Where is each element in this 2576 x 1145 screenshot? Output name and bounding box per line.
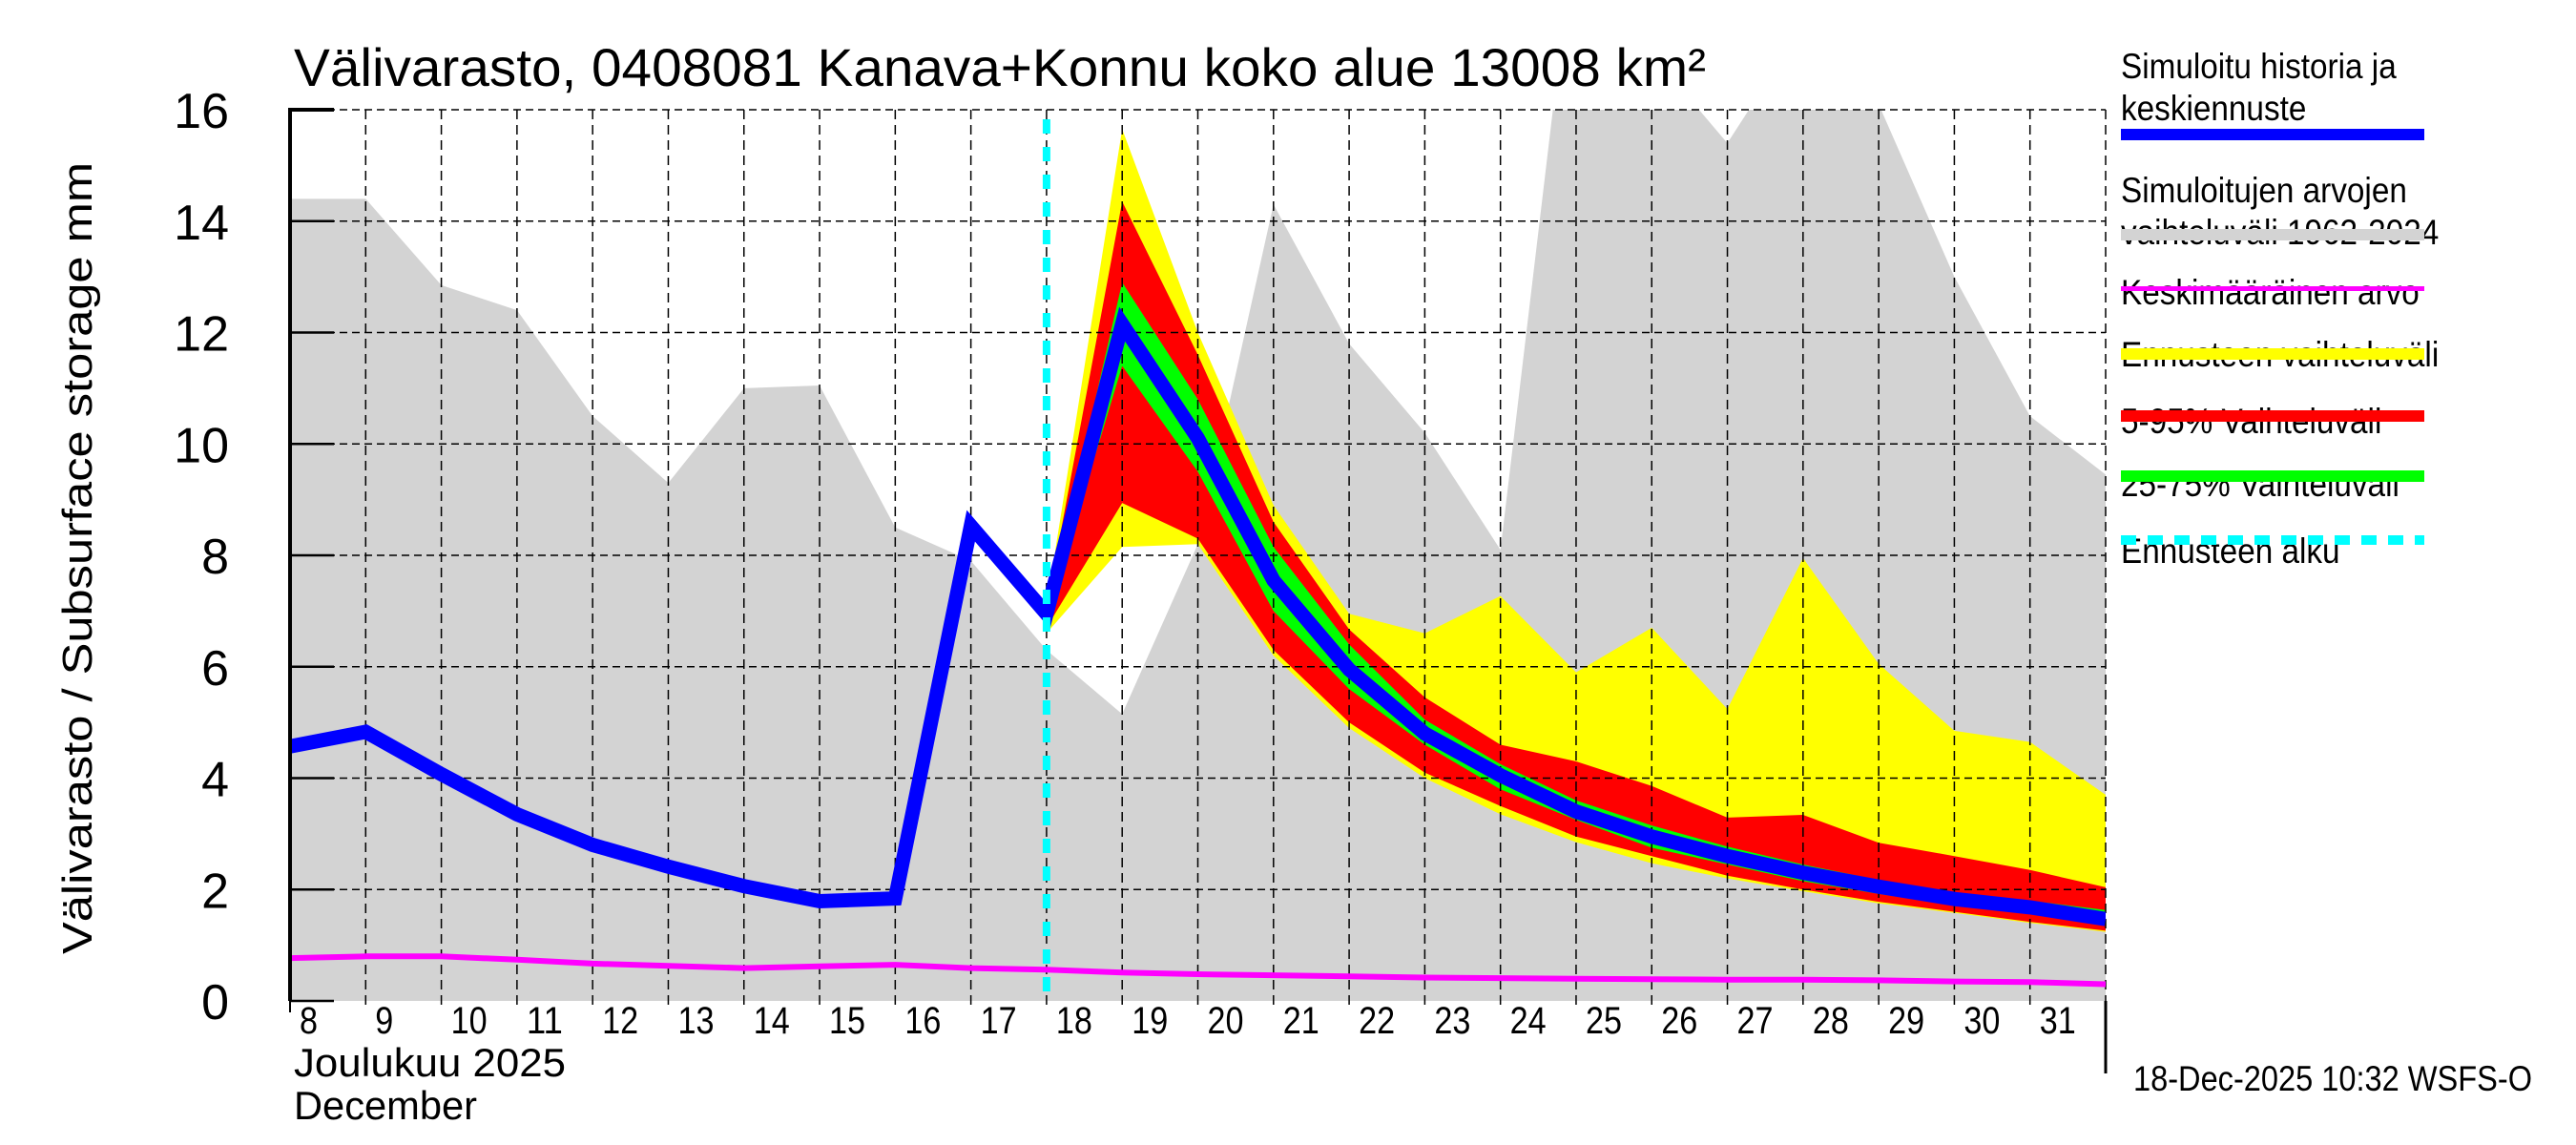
y-tick-label: 0 <box>201 975 229 1030</box>
x-tick-label: 23 <box>1434 1000 1470 1042</box>
x-tick-label: 11 <box>527 1000 563 1042</box>
legend-label-line: keskiennuste <box>2121 89 2307 128</box>
x-tick-label: 27 <box>1737 1000 1774 1042</box>
y-tick-label: 6 <box>201 641 229 697</box>
x-tick-label: 29 <box>1888 1000 1924 1042</box>
x-tick-label: 8 <box>300 1000 318 1042</box>
legend-swatch-forecast-start <box>2121 535 2424 545</box>
y-axis-label: Välivarasto / Subsurface storage mm <box>54 162 101 954</box>
x-tick-label: 17 <box>981 1000 1017 1042</box>
x-tick-label: 24 <box>1510 1000 1547 1042</box>
legend-item-p5-95: 5-95% Vaihteluväli <box>2121 401 2569 443</box>
x-axis-label-en: December <box>294 1083 477 1128</box>
forecast-range-band <box>1046 129 2106 932</box>
timestamp-footer: 18-Dec-2025 10:32 WSFS-O <box>2133 1059 2533 1098</box>
legend-swatch-simulated <box>2121 129 2424 140</box>
x-tick-label: 10 <box>451 1000 488 1042</box>
x-tick-label: 25 <box>1586 1000 1622 1042</box>
legend-label-line: Keskimääräinen arvo <box>2121 273 2420 312</box>
legend-item-mean: Keskimääräinen arvo <box>2121 272 2569 314</box>
x-tick-label: 30 <box>1963 1000 2000 1042</box>
x-tick-label: 16 <box>904 1000 941 1042</box>
x-tick-label: 13 <box>677 1000 714 1042</box>
x-tick-label: 18 <box>1056 1000 1092 1042</box>
legend-label: Simuloitujen arvojenvaihteluväli 1962-20… <box>2121 170 2524 254</box>
legend-swatch-forecast-range <box>2121 348 2424 360</box>
legend-item-historical-range: Simuloitujen arvojenvaihteluväli 1962-20… <box>2121 170 2569 254</box>
x-tick-label: 20 <box>1208 1000 1244 1042</box>
legend-label: 5-95% Vaihteluväli <box>2121 401 2524 443</box>
y-tick-label: 8 <box>201 530 229 585</box>
legend-label: Keskimääräinen arvo <box>2121 272 2524 314</box>
x-tick-label: 9 <box>375 1000 393 1042</box>
chart-lines <box>290 119 2106 1001</box>
y-tick-label: 2 <box>201 864 229 919</box>
legend-label-line: Simuloitu historia ja <box>2121 47 2397 86</box>
y-tick-label: 14 <box>174 196 229 251</box>
mean-line <box>290 953 2106 988</box>
legend-label: Simuloitu historia ja keskiennuste <box>2121 46 2524 130</box>
y-tick-label: 12 <box>174 307 229 363</box>
x-axis-label-fi: Joulukuu 2025 <box>294 1040 566 1085</box>
y-tick-label: 4 <box>201 753 229 808</box>
p25-75-band <box>1046 282 2106 925</box>
legend-label-line: 5-95% Vaihteluväli <box>2121 401 2524 443</box>
legend-label-line: Simuloitujen arvojen <box>2121 171 2407 210</box>
x-tick-label: 12 <box>602 1000 638 1042</box>
simulated-line <box>290 306 2106 926</box>
x-tick-label: 26 <box>1661 1000 1697 1042</box>
legend-swatch-p25-75 <box>2121 470 2424 482</box>
y-tick-label: 16 <box>174 84 229 139</box>
chart-title: Välivarasto, 0408081 Kanava+Konnu koko a… <box>294 37 1706 97</box>
legend-swatch-p5-95 <box>2121 410 2424 422</box>
x-tick-label: 31 <box>2040 1000 2076 1042</box>
y-tick-label: 10 <box>174 418 229 473</box>
x-tick-label: 22 <box>1359 1000 1395 1042</box>
x-tick-label: 15 <box>829 1000 865 1042</box>
x-tick-label: 21 <box>1283 1000 1319 1042</box>
x-tick-label: 14 <box>754 1000 790 1042</box>
legend-swatch-historical-range <box>2121 229 2424 240</box>
legend-item-simulated: Simuloitu historia ja keskiennuste <box>2121 46 2569 130</box>
legend-swatch-mean <box>2121 286 2424 291</box>
x-tick-label: 28 <box>1813 1000 1849 1042</box>
x-tick-label: 19 <box>1132 1000 1168 1042</box>
